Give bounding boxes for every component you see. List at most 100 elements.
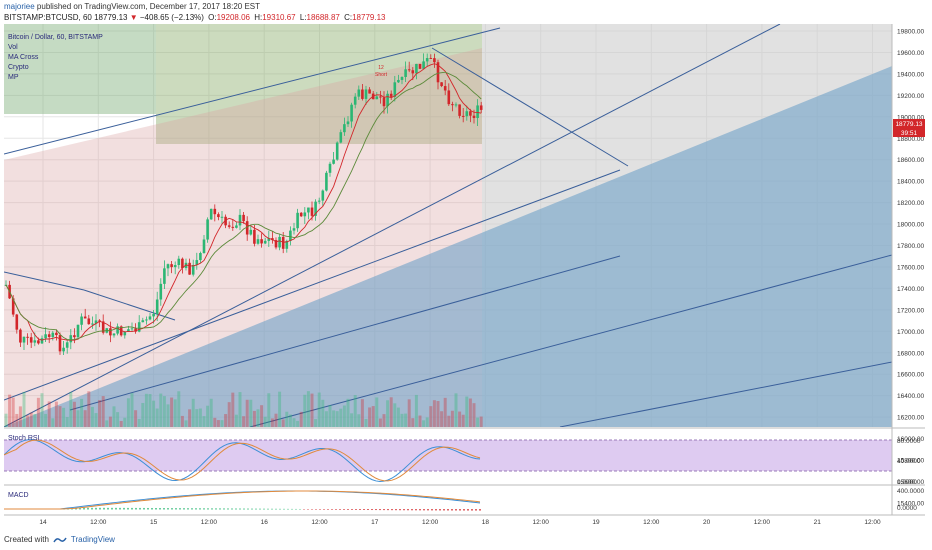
candle-body[interactable]	[87, 318, 91, 325]
candle-body[interactable]	[33, 340, 37, 343]
candle-body[interactable]	[238, 214, 242, 226]
channel-line-3[interactable]	[69, 255, 621, 411]
candle-body[interactable]	[19, 329, 22, 343]
candle-body[interactable]	[224, 216, 227, 226]
price-axis[interactable]: 19800.00 19600.00 19400.00 19200.00 19000.00…	[897, 29, 924, 508]
candle-body[interactable]	[461, 115, 465, 117]
candle-body[interactable]	[123, 331, 127, 336]
candle-body[interactable]	[235, 225, 238, 228]
candle-body[interactable]	[443, 86, 447, 91]
candle-body[interactable]	[163, 268, 166, 284]
candle-body[interactable]	[199, 253, 202, 261]
candle-body[interactable]	[267, 238, 271, 241]
candle-body[interactable]	[346, 121, 350, 125]
candle-body[interactable]	[321, 190, 325, 201]
candle-body[interactable]	[263, 240, 267, 244]
candle-body[interactable]	[181, 258, 184, 269]
candle-body[interactable]	[37, 340, 40, 344]
candle-body[interactable]	[382, 97, 386, 107]
candle-body[interactable]	[285, 240, 289, 249]
candle-body[interactable]	[253, 229, 256, 244]
candle-body[interactable]	[357, 89, 361, 97]
candle-body[interactable]	[141, 320, 145, 323]
candle-body[interactable]	[91, 323, 94, 325]
candle-body[interactable]	[11, 298, 15, 315]
candle-body[interactable]	[328, 163, 332, 173]
candle-body[interactable]	[195, 260, 199, 265]
candle-body[interactable]	[26, 336, 29, 338]
wedge-top-line-2[interactable]	[83, 289, 176, 321]
channel-line-1[interactable]	[4, 24, 781, 427]
candle-body[interactable]	[433, 58, 436, 63]
candle-body[interactable]	[109, 328, 112, 336]
candle-body[interactable]	[152, 313, 155, 317]
candle-body[interactable]	[303, 212, 307, 217]
candle-body[interactable]	[220, 216, 224, 218]
candle-body[interactable]	[51, 332, 55, 337]
candle-body[interactable]	[245, 221, 249, 235]
legend-crypto[interactable]: Crypto	[8, 64, 29, 71]
candle-body[interactable]	[404, 69, 407, 77]
candle-body[interactable]	[281, 236, 285, 249]
upper-trendline[interactable]	[4, 27, 501, 155]
candle-body[interactable]	[274, 240, 278, 248]
channel-line-4[interactable]	[249, 254, 892, 427]
candle-body[interactable]	[296, 212, 299, 229]
trend-lines[interactable]	[4, 24, 892, 427]
candle-body[interactable]	[332, 159, 335, 164]
candle-body[interactable]	[472, 115, 476, 119]
candle-body[interactable]	[454, 104, 458, 106]
candle-body[interactable]	[469, 111, 472, 116]
candle-body[interactable]	[80, 316, 83, 325]
candle-body[interactable]	[310, 207, 314, 216]
candle-body[interactable]	[249, 229, 253, 235]
candle-body[interactable]	[209, 208, 213, 220]
candle-body[interactable]	[65, 342, 69, 348]
candle-body[interactable]	[231, 226, 235, 228]
candle-body[interactable]	[130, 328, 134, 330]
candle-body[interactable]	[479, 105, 483, 110]
candle-body[interactable]	[15, 314, 19, 330]
candle-body[interactable]	[425, 58, 429, 62]
candle-body[interactable]	[58, 335, 62, 352]
candle-body[interactable]	[76, 324, 80, 338]
candle-body[interactable]	[145, 319, 148, 321]
candle-body[interactable]	[411, 70, 415, 74]
author-link[interactable]: majoriee	[4, 2, 35, 11]
candle-body[interactable]	[407, 69, 411, 71]
legend-ma-cross[interactable]: MA Cross	[8, 54, 39, 61]
candle-body[interactable]	[202, 239, 206, 254]
candle-body[interactable]	[256, 239, 260, 244]
candle-body[interactable]	[361, 89, 364, 99]
candle-body[interactable]	[422, 61, 425, 69]
candle-body[interactable]	[217, 214, 220, 218]
candle-body[interactable]	[116, 326, 119, 334]
candle-body[interactable]	[389, 93, 393, 97]
candle-body[interactable]	[393, 82, 397, 97]
candle-body[interactable]	[55, 332, 58, 336]
candle-body[interactable]	[206, 219, 209, 240]
candle-body[interactable]	[307, 207, 310, 213]
candle-body[interactable]	[325, 172, 328, 191]
candle-body[interactable]	[166, 264, 170, 269]
candle-body[interactable]	[292, 228, 296, 231]
candle-body[interactable]	[458, 104, 461, 116]
candle-body[interactable]	[94, 320, 98, 324]
candle-body[interactable]	[451, 104, 454, 106]
candle-body[interactable]	[83, 316, 87, 319]
candle-body[interactable]	[339, 132, 343, 143]
candle-body[interactable]	[289, 230, 292, 241]
wedge-top-line[interactable]	[4, 271, 85, 291]
channel-line-5[interactable]	[559, 361, 892, 427]
candlesticks[interactable]	[4, 53, 483, 355]
candle-body[interactable]	[447, 90, 451, 105]
candle-body[interactable]	[465, 111, 469, 117]
candle-body[interactable]	[177, 258, 181, 266]
candle-body[interactable]	[213, 208, 217, 215]
channel-line-2[interactable]	[4, 169, 621, 401]
candle-body[interactable]	[170, 264, 173, 268]
candle-body[interactable]	[155, 299, 159, 314]
tradingview-brand[interactable]: TradingView	[70, 535, 115, 544]
candle-body[interactable]	[436, 62, 440, 83]
candle-body[interactable]	[173, 265, 177, 268]
